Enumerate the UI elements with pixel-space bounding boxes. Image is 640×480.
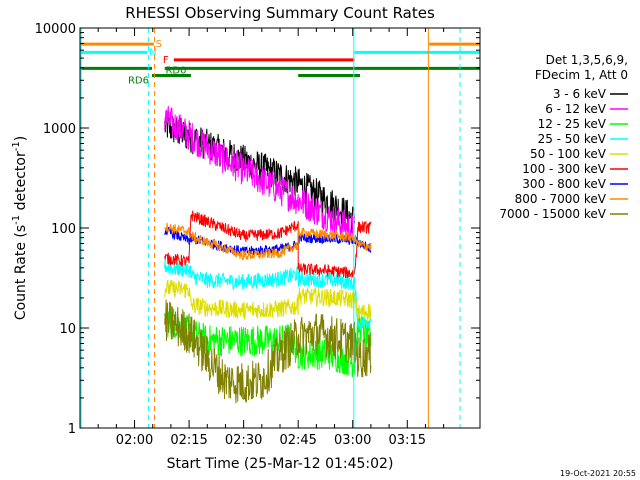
plot-frame <box>79 27 481 429</box>
series-line-100-300-kev <box>164 210 372 279</box>
y-axis-label-sup2: -1 <box>11 141 22 151</box>
x-tick-label-02-15: 02:15 <box>170 433 207 448</box>
legend-label-6-12-kev: 6 - 12 keV <box>545 102 607 116</box>
x-tick-label-03-15: 03:15 <box>389 433 426 448</box>
series-line-7000-15000-kev <box>164 299 372 404</box>
y-tick-label-10: 10 <box>59 322 76 337</box>
series-line-800-7000-kev <box>164 222 372 261</box>
chart-title: RHESSI Observing Summary Count Rates <box>125 4 435 22</box>
x-axis-ticks: 02:00 02:15 02:30 02:45 03:00 03:15 <box>97 28 445 448</box>
legend-label-12-25-kev: 12 - 25 keV <box>538 117 607 131</box>
series-line-50-100-kev <box>164 279 372 320</box>
series-line-12-25-kev <box>164 306 372 378</box>
series-line-25-50-kev <box>164 258 372 331</box>
vertical-markers-layer <box>80 28 461 428</box>
flag-label-s: S <box>156 39 162 50</box>
series-layer <box>164 105 372 404</box>
y-axis-label-mid: detector <box>13 151 29 215</box>
legend-label-50-100-kev: 50 - 100 keV <box>530 147 607 161</box>
legend-header-2: FDecim 1, Att 0 <box>535 68 628 82</box>
y-axis-ticks: 1 10 100 1000 10000 <box>35 22 480 437</box>
x-tick-label-03-00: 03:00 <box>334 433 371 448</box>
y-tick-label-10000: 10000 <box>35 22 76 37</box>
x-tick-label-02-45: 02:45 <box>279 433 316 448</box>
y-tick-label-100: 100 <box>51 222 76 237</box>
series-line-6-12-kev <box>164 105 355 243</box>
y-axis-label: Count Rate (s-1 detector-1) <box>11 136 29 320</box>
legend-label-3-6-kev: 3 - 6 keV <box>553 87 607 101</box>
y-axis-label-end: ) <box>13 136 29 141</box>
y-tick-label-1: 1 <box>68 422 76 437</box>
y-tick-label-1000: 1000 <box>43 122 76 137</box>
legend: Det 1,3,5,6,9, FDecim 1, Att 0 3 - 6 keV… <box>499 53 628 221</box>
legend-label-7000-15000-kev: 7000 - 15000 keV <box>499 207 606 221</box>
legend-label-800-7000-kev: 800 - 7000 keV <box>515 192 607 206</box>
flag-label-f: F <box>163 55 169 66</box>
flag-label-n: N <box>149 47 156 58</box>
x-tick-label-02-00: 02:00 <box>116 433 153 448</box>
flag-label-rd6: RD6 <box>128 75 149 86</box>
footer-timestamp: 19-Oct-2021 20:55 <box>560 469 636 478</box>
legend-header-1: Det 1,3,5,6,9, <box>546 53 628 67</box>
y-axis-label-sup1: -1 <box>11 215 22 225</box>
y-axis-label-main: Count Rate (s <box>13 225 29 320</box>
legend-label-25-50-kev: 25 - 50 keV <box>538 132 607 146</box>
x-tick-label-02-30: 02:30 <box>225 433 262 448</box>
flag-label-rd0: RD0 <box>165 65 186 76</box>
x-axis-label: Start Time (25-Mar-12 01:45:02) <box>167 456 394 472</box>
legend-label-300-800-kev: 300 - 800 keV <box>522 177 606 191</box>
legend-label-100-300-kev: 100 - 300 keV <box>522 162 606 176</box>
